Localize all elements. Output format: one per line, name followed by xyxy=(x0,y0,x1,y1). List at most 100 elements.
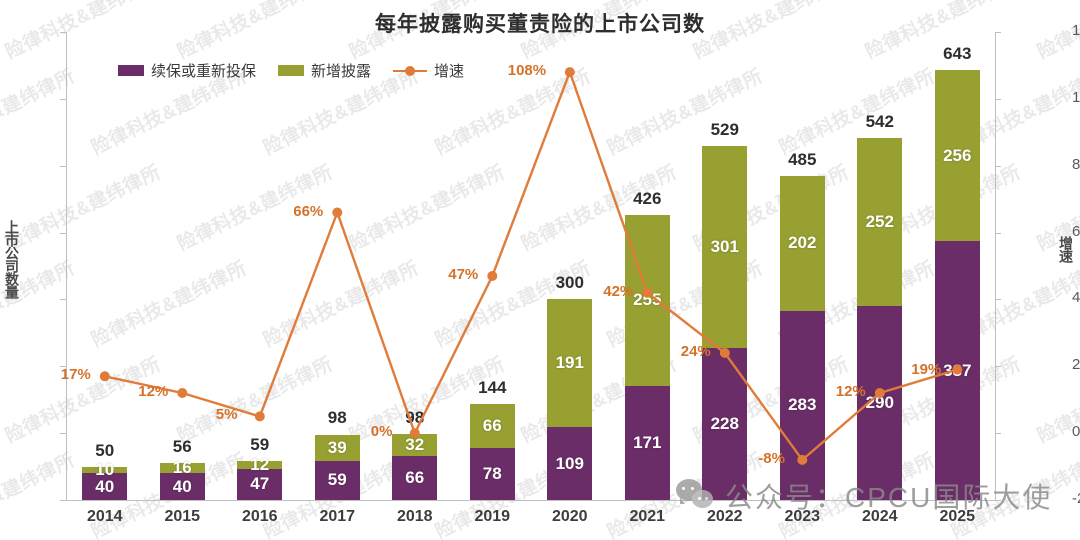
bar-total-label: 542 xyxy=(865,111,894,131)
y-axis-right-tick: 0% xyxy=(1072,423,1080,441)
bar-2017[interactable]: 59 39 xyxy=(314,434,360,500)
bar-total-label: 300 xyxy=(555,273,584,293)
bar-2024[interactable]: 290 252 xyxy=(857,137,903,500)
growth-point-2014 xyxy=(99,371,110,382)
x-axis-label-2016: 2016 xyxy=(241,508,278,525)
x-axis-label-2024: 2024 xyxy=(861,508,898,525)
bar-2022[interactable]: 228 301 xyxy=(702,146,748,500)
y-axis-left-label: 上市公司数量 xyxy=(4,220,20,298)
y-axis-right-tick-mark xyxy=(995,433,1001,435)
x-axis-line xyxy=(66,500,996,501)
growth-point-2020 xyxy=(564,67,575,78)
bar-value-new: 10 xyxy=(95,459,115,479)
bar-value-renewal: 387 xyxy=(943,360,972,380)
x-axis-label-2015: 2015 xyxy=(164,508,201,525)
bar-total-label: 144 xyxy=(478,377,507,397)
bar-total-label: 56 xyxy=(172,436,192,456)
legend-label: 新增披露 xyxy=(311,63,372,80)
chart-legend: 续保或重新投保 新增披露 增速 xyxy=(118,60,464,81)
bar-2020[interactable]: 109 191 xyxy=(547,299,593,500)
bar-value-renewal: 109 xyxy=(555,453,584,473)
bar-value-renewal: 171 xyxy=(633,432,662,452)
x-axis-label-2017: 2017 xyxy=(319,508,356,525)
bar-value-new: 191 xyxy=(555,353,584,373)
bar-segment-new xyxy=(82,466,128,474)
bar-2018[interactable]: 66 32 xyxy=(392,434,438,500)
y-axis-left-line xyxy=(66,32,67,500)
growth-label-2021: 42% xyxy=(603,282,634,300)
bar-total-label: 643 xyxy=(943,44,972,64)
legend-item-3[interactable]: 增速 xyxy=(393,60,464,81)
x-axis-label-2025: 2025 xyxy=(939,508,976,525)
y-axis-right-tick-mark xyxy=(995,366,1001,368)
legend-item-1[interactable]: 续保或重新投保 xyxy=(118,60,256,81)
legend-item-2[interactable]: 新增披露 xyxy=(278,60,371,81)
bar-value-renewal: 59 xyxy=(327,470,347,490)
bar-total-label: 59 xyxy=(250,434,270,454)
y-axis-right-tick-mark xyxy=(995,98,1001,100)
growth-label-2022: 24% xyxy=(680,342,711,360)
bar-total-label: 98 xyxy=(405,408,425,428)
y-axis-right-tick: 120% xyxy=(1072,22,1080,39)
bar-2023[interactable]: 283 202 xyxy=(779,175,825,500)
growth-point-2017 xyxy=(332,207,343,218)
bar-2021[interactable]: 171 255 xyxy=(624,215,670,500)
bar-total-label: 529 xyxy=(710,120,739,140)
bar-total-label: 426 xyxy=(633,189,662,209)
bar-value-renewal: 283 xyxy=(788,395,817,415)
overlay-brand: 公众号：CPCU国际大使 xyxy=(676,476,1052,516)
bar-value-renewal: 66 xyxy=(405,467,425,487)
growth-label-2020: 108% xyxy=(507,62,547,80)
bar-segment-renewal xyxy=(237,468,283,500)
y-axis-right-tick: -20% xyxy=(1072,490,1080,507)
y-axis-left-tick-mark xyxy=(60,98,66,100)
growth-point-2019 xyxy=(487,271,498,281)
growth-label-2014: 17% xyxy=(60,366,91,384)
bar-segment-renewal xyxy=(392,455,438,500)
growth-label-2023: -8% xyxy=(758,449,785,467)
y-axis-right-tick-mark xyxy=(995,32,1001,33)
bar-value-new: 12 xyxy=(250,454,270,474)
bar-2025[interactable]: 387 256 xyxy=(934,70,980,500)
bar-value-new: 66 xyxy=(482,415,502,435)
y-axis-right-label: 增速 xyxy=(1058,236,1074,262)
growth-label-2017: 66% xyxy=(293,202,324,220)
y-axis-left-tick-mark xyxy=(60,500,66,501)
y-axis-right-tick: 100% xyxy=(1072,88,1080,106)
y-axis-left-tick-mark xyxy=(60,232,66,234)
growth-label-2015: 12% xyxy=(138,383,169,401)
bar-segment-renewal xyxy=(314,460,360,500)
y-axis-left-tick-mark xyxy=(60,366,66,368)
x-axis-label-2018: 2018 xyxy=(396,508,433,525)
y-axis-right-tick-mark xyxy=(995,299,1001,301)
bar-value-renewal: 78 xyxy=(482,463,502,483)
bar-total-label: 50 xyxy=(95,440,115,460)
bar-value-new: 202 xyxy=(788,233,817,253)
bar-2016[interactable]: 47 12 xyxy=(237,455,283,500)
growth-label-2024: 12% xyxy=(835,383,866,401)
bar-segment-new xyxy=(159,462,205,474)
bar-value-renewal: 40 xyxy=(172,476,192,496)
bar-value-new: 16 xyxy=(172,457,192,477)
y-axis-right-line xyxy=(995,32,996,500)
bar-total-label: 485 xyxy=(788,149,817,169)
y-axis-right-tick: 20% xyxy=(1072,356,1080,374)
bar-2019[interactable]: 78 66 xyxy=(469,403,515,500)
bar-2014[interactable]: 40 10 xyxy=(82,460,128,500)
y-axis-right-tick: 60% xyxy=(1072,222,1080,240)
bar-value-renewal: 228 xyxy=(710,413,739,433)
y-axis-left-tick-mark xyxy=(60,32,66,33)
bar-value-new: 39 xyxy=(327,437,347,457)
growth-label-2018: 0% xyxy=(370,423,393,441)
bar-value-renewal: 40 xyxy=(95,476,115,496)
chart-title: 每年披露购买董责险的上市公司数 xyxy=(375,13,705,36)
growth-point-2015 xyxy=(177,388,188,398)
bar-segment-renewal xyxy=(82,473,128,500)
bar-value-new: 301 xyxy=(710,236,739,256)
bar-total-label: 98 xyxy=(327,408,347,428)
bar-2015[interactable]: 40 16 xyxy=(159,458,205,500)
legend-label: 增速 xyxy=(434,63,465,80)
y-axis-right-tick-mark xyxy=(995,500,1001,501)
x-axis-label-2023: 2023 xyxy=(784,508,821,525)
